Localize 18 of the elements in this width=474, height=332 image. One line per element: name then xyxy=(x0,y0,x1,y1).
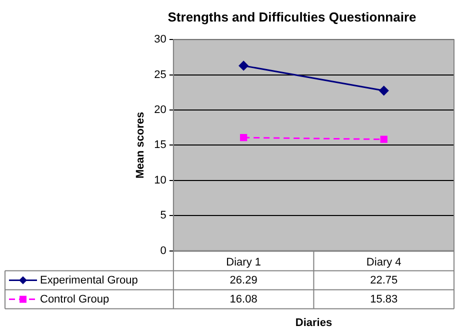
y-tick-label: 15 xyxy=(154,139,166,152)
data-label: 26.29 xyxy=(230,274,258,286)
y-tick-label: 25 xyxy=(154,68,166,81)
y-tick-label: 0 xyxy=(160,244,166,257)
data-label: 15.83 xyxy=(370,293,398,306)
y-tick-label: 5 xyxy=(160,210,166,222)
data-label: 16.08 xyxy=(230,293,258,306)
y-tick-label: 20 xyxy=(154,104,166,116)
legend-label: Control Group xyxy=(40,293,110,306)
x-tick-label: Diary 1 xyxy=(226,256,261,268)
x-tick-label: Diary 4 xyxy=(366,256,402,268)
legend-label: Experimental Group xyxy=(40,274,138,286)
y-tick-label: 10 xyxy=(154,174,166,186)
data-label: 22.75 xyxy=(370,274,398,286)
y-tick-label: 30 xyxy=(154,34,166,46)
chart-title: Strengths and Difficulties Questionnaire xyxy=(168,9,416,24)
y-axis-title: Mean scores xyxy=(134,112,147,179)
x-axis-title: Diaries xyxy=(295,316,332,329)
